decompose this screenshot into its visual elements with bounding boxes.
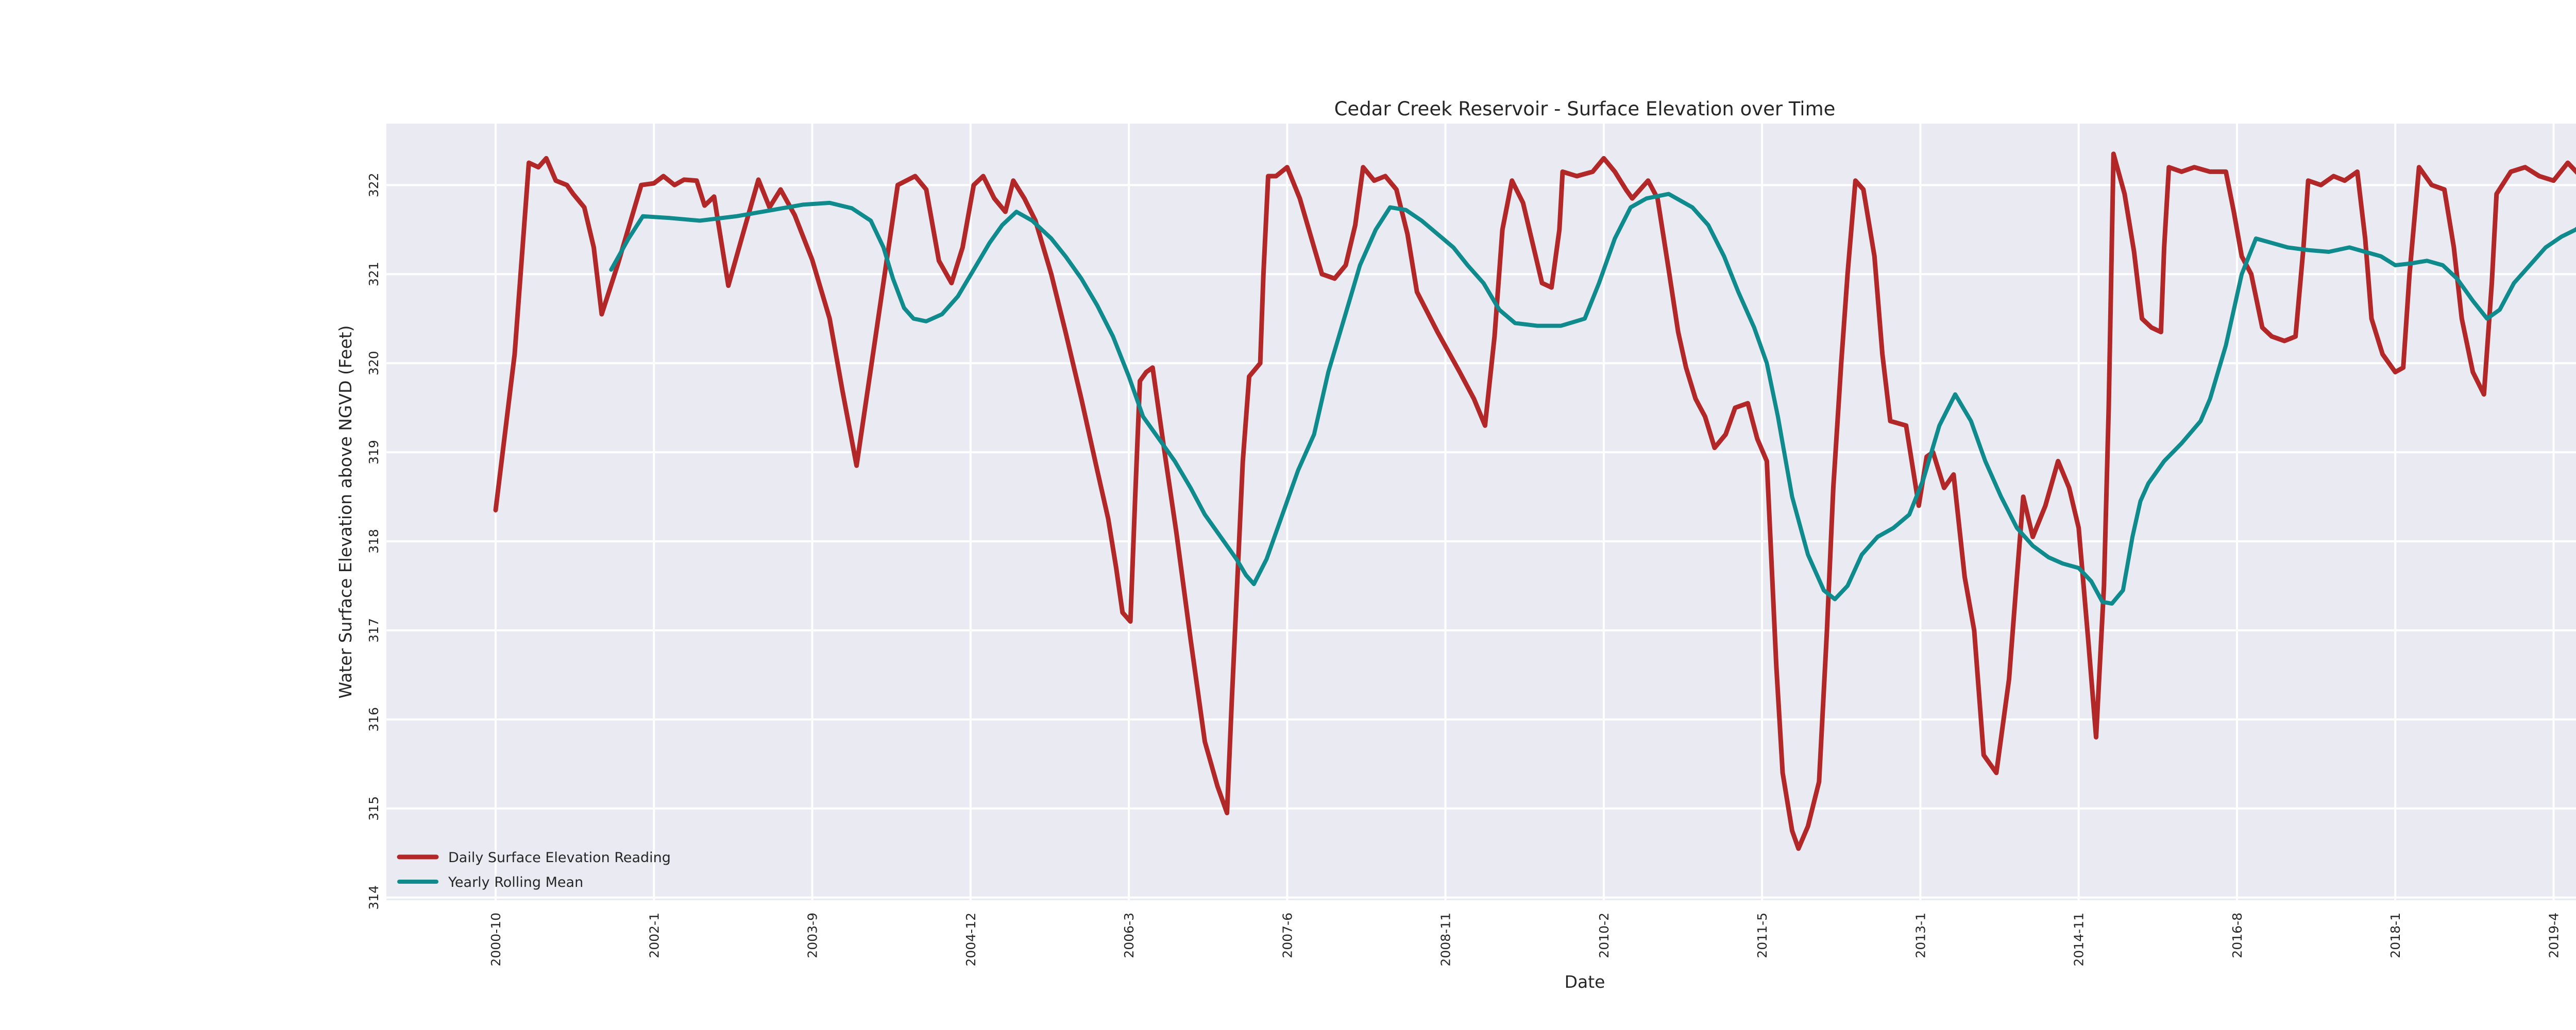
x-tick-label: 2002-1 (647, 913, 662, 958)
y-tick-label: 319 (366, 440, 381, 465)
y-tick-label: 321 (366, 262, 381, 286)
x-tick-label: 2010-2 (1597, 913, 1612, 958)
x-tick-label: 2013-1 (1913, 913, 1928, 958)
legend: Daily Surface Elevation Reading Yearly R… (397, 850, 671, 890)
x-tick-label: 2007-6 (1280, 913, 1295, 958)
x-tick-label: 2014-11 (2072, 913, 2087, 966)
plot-area (386, 124, 2576, 900)
x-tick-label: 2008-11 (1438, 913, 1453, 966)
x-tick-label: 2003-9 (805, 913, 820, 958)
x-axis-label: Date (1565, 972, 1605, 992)
y-tick-label: 318 (366, 529, 381, 554)
data-series (493, 151, 2576, 851)
legend-label-daily: Daily Surface Elevation Reading (448, 850, 671, 866)
gridlines (386, 124, 2576, 900)
y-tick-label: 314 (366, 885, 381, 910)
x-tick-label: 2000-10 (488, 913, 503, 966)
y-axis-label: Water Surface Elevation above NGVD (Feet… (335, 325, 355, 699)
y-tick-label: 316 (366, 707, 381, 732)
x-tick-label: 2019-4 (2546, 913, 2561, 958)
x-tick-label: 2011-5 (1755, 913, 1770, 958)
y-tick-label: 320 (366, 351, 381, 375)
y-tick-label: 315 (366, 796, 381, 821)
x-tick-label: 2016-8 (2230, 913, 2245, 958)
y-tick-label: 317 (366, 618, 381, 643)
chart-title: Cedar Creek Reservoir - Surface Elevatio… (1334, 98, 1836, 120)
series-line-daily (493, 151, 2576, 851)
series-line-rolling-mean (609, 192, 2576, 606)
y-tick-label: 322 (366, 173, 381, 197)
x-tick-label: 2006-3 (1122, 913, 1137, 958)
legend-label-rolling-mean: Yearly Rolling Mean (448, 874, 583, 890)
plot-background (386, 124, 2576, 900)
x-tick-label: 2018-1 (2388, 913, 2403, 958)
x-tick-label: 2004-12 (963, 913, 978, 966)
tick-labels: 314 315 316 317 318 319 320 321 322 2000-10 2002-1… (366, 173, 2561, 966)
